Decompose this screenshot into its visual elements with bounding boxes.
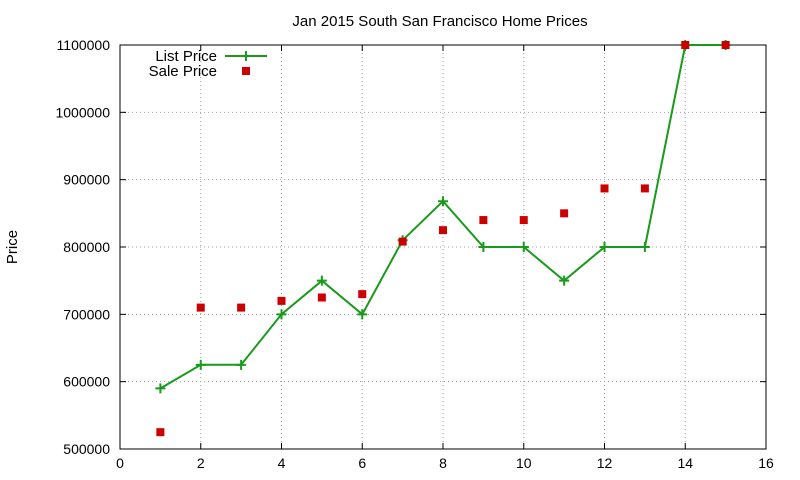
point-sale-price [721,41,730,49]
x-tick-label: 14 [677,455,693,471]
point-list-price [559,275,570,286]
point-list-price [195,359,206,370]
legend-label-list-price: List Price [155,48,217,65]
y-tick-label: 1100000 [57,37,111,53]
point-sale-price [439,226,447,235]
x-tick-label: 16 [758,455,774,471]
y-axis-label: Price [4,230,21,264]
y-axis: 500000 600000 700000 800000 900000 1000000 110… [55,37,766,457]
x-tick-label: 0 [116,455,124,471]
legend-label-sale-price: Sale Price [149,63,217,80]
point-sale-price [196,303,205,312]
point-sale-price [600,184,609,193]
x-tick-label: 6 [358,455,366,471]
point-sale-price [479,216,488,225]
x-tick-label: 4 [278,455,286,471]
x-tick-label: 8 [439,455,447,471]
x-tick-label: 10 [516,455,532,471]
y-tick-label: 900000 [63,172,110,188]
point-sale-price [317,293,326,302]
point-sale-price [358,290,367,299]
point-sale-price [156,428,165,437]
point-sale-price [681,41,690,49]
point-sale-price [398,237,407,246]
point-sale-price [519,216,528,225]
series [155,40,731,437]
point-list-price [639,242,650,252]
point-sale-price [277,296,286,305]
point-list-price [357,309,368,320]
point-sale-price [237,303,246,312]
plot-frame [119,44,767,450]
point-list-price [155,383,166,394]
point-list-price [316,275,327,286]
x-tick-label: 2 [197,455,205,471]
point-list-price [276,309,287,320]
y-tick-label: 700000 [63,306,110,322]
point-sale-price [560,209,569,218]
point-list-price [438,196,448,207]
y-tick-label: 500000 [63,441,110,457]
x-tick-label: 12 [597,455,613,471]
grid [120,45,766,449]
point-list-price [518,242,529,252]
legend-marker-sale-price [242,67,250,75]
series-line-list-price [159,44,726,390]
legend-marker-list-price [241,51,251,61]
y-tick-label: 1000000 [55,104,110,120]
point-list-price [236,359,247,370]
legend: List Price Sale Price [149,48,267,80]
y-tick-label: 600000 [63,374,110,390]
chart-title: Jan 2015 South San Francisco Home Prices [292,13,587,30]
y-tick-label: 800000 [63,239,110,255]
point-list-price [599,242,610,252]
point-list-price [478,242,489,252]
x-axis: 0 2 4 6 8 10 12 14 16 [116,45,774,471]
point-sale-price [640,184,649,193]
